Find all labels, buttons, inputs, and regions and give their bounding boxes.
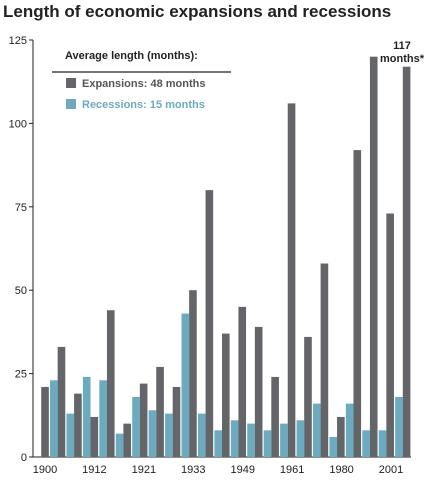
expansion-bar <box>337 416 345 457</box>
recession-bar <box>214 430 222 457</box>
x-tick-label: 2001 <box>379 464 403 476</box>
expansion-bar <box>139 383 148 457</box>
recession-bar <box>296 420 305 457</box>
legend-title: Average length (months): <box>65 50 198 62</box>
expansion-bar <box>90 416 99 457</box>
expansion-bar <box>369 56 378 458</box>
x-tick-label: 1933 <box>181 464 205 476</box>
recession-bar <box>66 413 75 457</box>
expansion-bar <box>156 366 164 457</box>
legend-swatch-recessions <box>66 99 76 109</box>
expansion-bar <box>189 290 197 457</box>
recession-bar <box>329 436 338 457</box>
legend-label-expansions: Expansions: 48 months <box>82 78 205 90</box>
recession-bar <box>247 423 255 457</box>
recession-bar <box>280 423 288 457</box>
recession-bar <box>362 430 370 457</box>
y-tick-label: 0 <box>21 452 27 464</box>
annotation-unit: months* <box>380 53 425 65</box>
legend-label-recessions: Recessions: 15 months <box>82 99 205 111</box>
bars-layer <box>41 56 411 458</box>
recession-bar <box>312 403 321 457</box>
y-tick-label: 50 <box>15 285 27 297</box>
expansion-bar <box>353 150 362 457</box>
recession-bar <box>181 313 190 457</box>
y-tick-label: 25 <box>15 369 27 381</box>
x-tick-label: 1921 <box>132 464 156 476</box>
expansion-bar <box>41 386 49 457</box>
expansion-bar <box>271 376 279 457</box>
legend: Average length (months): Expansions: 48 m… <box>52 50 231 111</box>
expansion-bar <box>123 423 132 457</box>
recession-bar <box>395 396 403 457</box>
recession-bar <box>165 413 173 457</box>
recession-bar <box>82 376 91 457</box>
expansion-bar <box>320 263 329 457</box>
recession-bar <box>50 380 58 457</box>
expansion-bar <box>205 190 214 457</box>
recession-bar <box>148 410 157 457</box>
y-tick-label: 100 <box>9 118 27 130</box>
legend-swatch-expansions <box>66 78 76 88</box>
expansion-bar <box>304 336 312 457</box>
x-tick-label: 1949 <box>230 464 254 476</box>
x-tick-label: 1900 <box>33 464 57 476</box>
expansion-bar <box>222 333 230 457</box>
expansion-bar <box>74 393 82 457</box>
annotation-value: 117 <box>393 40 411 52</box>
y-tick-label: 125 <box>9 35 27 47</box>
axis-layer: 0 25 50 75 100 125 1900 1912 1921 1933 1949 1961 198… <box>9 35 411 476</box>
recession-bar <box>197 413 206 457</box>
chart-title: Length of economic expansions and recess… <box>3 2 392 21</box>
expansion-bar <box>287 103 296 457</box>
expansion-bar <box>172 386 181 457</box>
recession-bar <box>345 403 354 457</box>
expansion-bar <box>254 326 263 457</box>
expansion-bar <box>57 346 66 457</box>
recession-bar <box>115 433 124 457</box>
recession-bar <box>263 430 272 457</box>
x-tick-label: 1980 <box>329 464 353 476</box>
expansion-bar <box>386 213 394 457</box>
expansion-bar <box>402 66 411 458</box>
x-tick-label: 1961 <box>280 464 304 476</box>
y-tick-label: 75 <box>15 202 27 214</box>
expansion-bar <box>238 306 247 457</box>
expansion-bar <box>106 310 115 457</box>
recession-bar <box>378 430 387 457</box>
recession-bar <box>230 420 239 457</box>
recession-bar <box>132 396 140 457</box>
x-tick-label: 1912 <box>82 464 106 476</box>
recession-bar <box>99 380 107 457</box>
